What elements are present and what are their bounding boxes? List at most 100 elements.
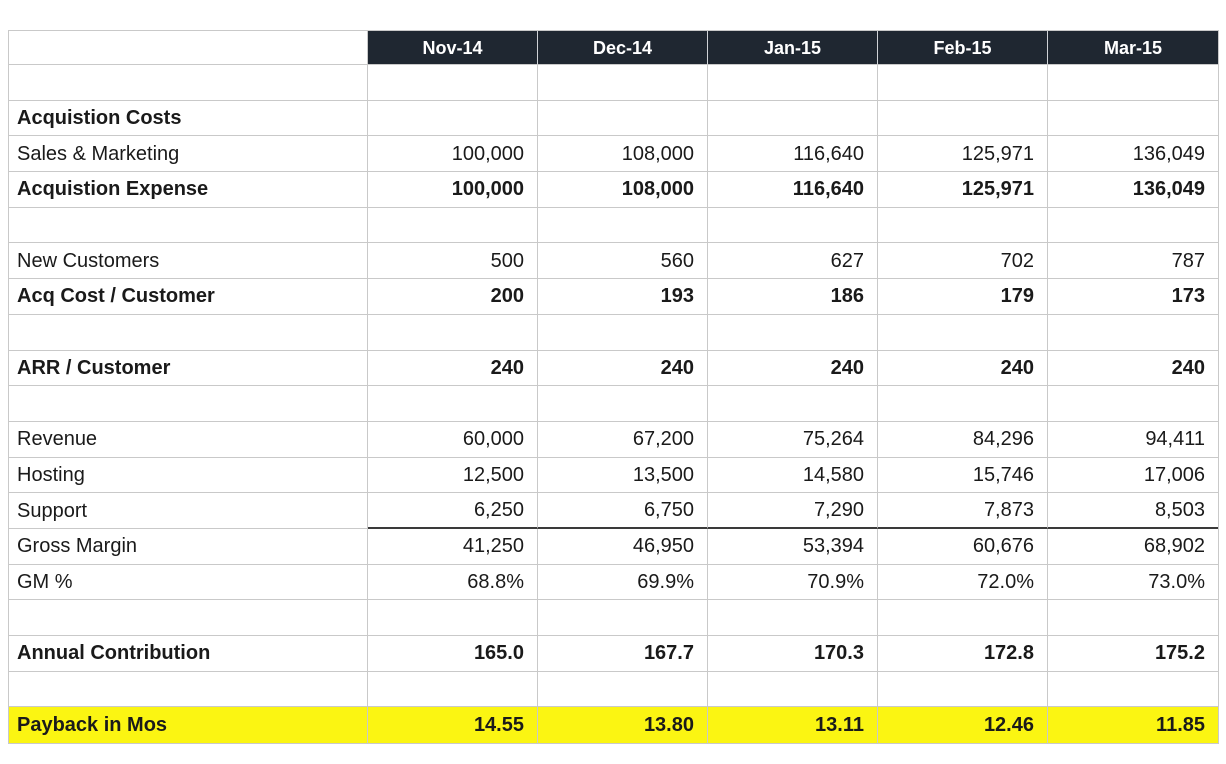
value-cell[interactable]: 165.0: [368, 636, 538, 672]
value-cell[interactable]: 11.85: [1048, 707, 1218, 744]
value-cell[interactable]: 136,049: [1048, 136, 1218, 173]
row-label-blank[interactable]: [9, 65, 368, 101]
value-cell-blank[interactable]: [878, 207, 1048, 244]
value-cell[interactable]: 240: [368, 350, 538, 387]
value-cell-blank[interactable]: [708, 386, 878, 422]
row-label-blank[interactable]: [9, 671, 368, 708]
value-cell-blank[interactable]: [878, 314, 1048, 351]
row-label[interactable]: Sales & Marketing: [9, 136, 368, 173]
value-cell-blank[interactable]: [538, 100, 708, 137]
value-cell-blank[interactable]: [708, 600, 878, 636]
value-cell[interactable]: 13.80: [538, 707, 708, 744]
row-label-blank[interactable]: [9, 314, 368, 351]
value-cell[interactable]: 108,000: [538, 172, 708, 208]
value-cell[interactable]: 14.55: [368, 707, 538, 744]
value-cell[interactable]: 167.7: [538, 636, 708, 672]
value-cell[interactable]: 108,000: [538, 136, 708, 173]
value-cell[interactable]: 7,290: [708, 493, 878, 529]
column-header-feb-15[interactable]: Feb-15: [878, 31, 1048, 65]
value-cell[interactable]: 173: [1048, 279, 1218, 315]
value-cell[interactable]: 68.8%: [368, 564, 538, 601]
value-cell[interactable]: 116,640: [708, 172, 878, 208]
value-cell-blank[interactable]: [538, 207, 708, 244]
row-label[interactable]: Hosting: [9, 457, 368, 494]
value-cell[interactable]: 41,250: [368, 528, 538, 565]
value-cell-blank[interactable]: [368, 65, 538, 101]
row-label[interactable]: Acquistion Costs: [9, 100, 368, 137]
value-cell-blank[interactable]: [1048, 386, 1218, 422]
value-cell[interactable]: 46,950: [538, 528, 708, 565]
column-header-jan-15[interactable]: Jan-15: [708, 31, 878, 65]
value-cell[interactable]: 13.11: [708, 707, 878, 744]
value-cell[interactable]: 94,411: [1048, 422, 1218, 458]
value-cell-blank[interactable]: [538, 600, 708, 636]
value-cell-blank[interactable]: [708, 314, 878, 351]
value-cell[interactable]: 53,394: [708, 528, 878, 565]
value-cell-blank[interactable]: [368, 100, 538, 137]
value-cell[interactable]: 240: [708, 350, 878, 387]
value-cell[interactable]: 70.9%: [708, 564, 878, 601]
value-cell-blank[interactable]: [1048, 600, 1218, 636]
row-label[interactable]: GM %: [9, 564, 368, 601]
value-cell[interactable]: 240: [538, 350, 708, 387]
value-cell-blank[interactable]: [368, 314, 538, 351]
value-cell-blank[interactable]: [878, 386, 1048, 422]
value-cell[interactable]: 100,000: [368, 172, 538, 208]
value-cell-blank[interactable]: [708, 207, 878, 244]
value-cell[interactable]: 560: [538, 243, 708, 280]
value-cell-blank[interactable]: [1048, 101, 1218, 137]
value-cell[interactable]: 17,006: [1048, 458, 1218, 494]
value-cell[interactable]: 186: [708, 279, 878, 315]
row-label-blank[interactable]: [9, 386, 368, 422]
value-cell-blank[interactable]: [538, 314, 708, 351]
value-cell[interactable]: 84,296: [878, 421, 1048, 458]
value-cell[interactable]: 15,746: [878, 457, 1048, 494]
value-cell[interactable]: 68,902: [1048, 529, 1218, 565]
value-cell[interactable]: 100,000: [368, 136, 538, 173]
value-cell[interactable]: 136,049: [1048, 172, 1218, 208]
column-header-nov-14[interactable]: Nov-14: [368, 31, 538, 65]
value-cell[interactable]: 13,500: [538, 457, 708, 494]
value-cell[interactable]: 12.46: [878, 707, 1048, 744]
value-cell-blank[interactable]: [368, 671, 538, 708]
value-cell[interactable]: 6,750: [538, 493, 708, 529]
value-cell-blank[interactable]: [538, 671, 708, 708]
value-cell-blank[interactable]: [368, 207, 538, 244]
value-cell[interactable]: 14,580: [708, 457, 878, 494]
value-cell[interactable]: 6,250: [368, 493, 538, 529]
value-cell-blank[interactable]: [708, 100, 878, 137]
value-cell-blank[interactable]: [538, 65, 708, 101]
value-cell[interactable]: 116,640: [708, 136, 878, 173]
value-cell[interactable]: 627: [708, 243, 878, 280]
value-cell-blank[interactable]: [878, 600, 1048, 636]
value-cell-blank[interactable]: [368, 600, 538, 636]
corner-header-cell[interactable]: [9, 31, 368, 65]
value-cell[interactable]: 67,200: [538, 421, 708, 458]
value-cell-blank[interactable]: [878, 671, 1048, 708]
row-label-blank[interactable]: [9, 207, 368, 244]
value-cell[interactable]: 73.0%: [1048, 565, 1218, 601]
row-label[interactable]: Acq Cost / Customer: [9, 279, 368, 315]
row-label-blank[interactable]: [9, 600, 368, 636]
column-header-mar-15[interactable]: Mar-15: [1048, 31, 1218, 65]
value-cell-blank[interactable]: [878, 65, 1048, 101]
value-cell[interactable]: 200: [368, 279, 538, 315]
value-cell[interactable]: 787: [1048, 243, 1218, 280]
value-cell-blank[interactable]: [368, 386, 538, 422]
value-cell[interactable]: 702: [878, 243, 1048, 280]
value-cell[interactable]: 12,500: [368, 457, 538, 494]
value-cell[interactable]: 240: [1048, 351, 1218, 387]
value-cell[interactable]: 170.3: [708, 636, 878, 672]
value-cell[interactable]: 175.2: [1048, 636, 1218, 672]
value-cell[interactable]: 7,873: [878, 493, 1048, 529]
row-label[interactable]: Revenue: [9, 421, 368, 458]
row-label[interactable]: Annual Contribution: [9, 636, 368, 672]
value-cell[interactable]: 125,971: [878, 136, 1048, 173]
value-cell-blank[interactable]: [1048, 208, 1218, 244]
value-cell-blank[interactable]: [1048, 672, 1218, 708]
value-cell[interactable]: 500: [368, 243, 538, 280]
value-cell[interactable]: 60,676: [878, 528, 1048, 565]
row-label[interactable]: Gross Margin: [9, 528, 368, 565]
row-label[interactable]: New Customers: [9, 243, 368, 280]
value-cell-blank[interactable]: [1048, 315, 1218, 351]
